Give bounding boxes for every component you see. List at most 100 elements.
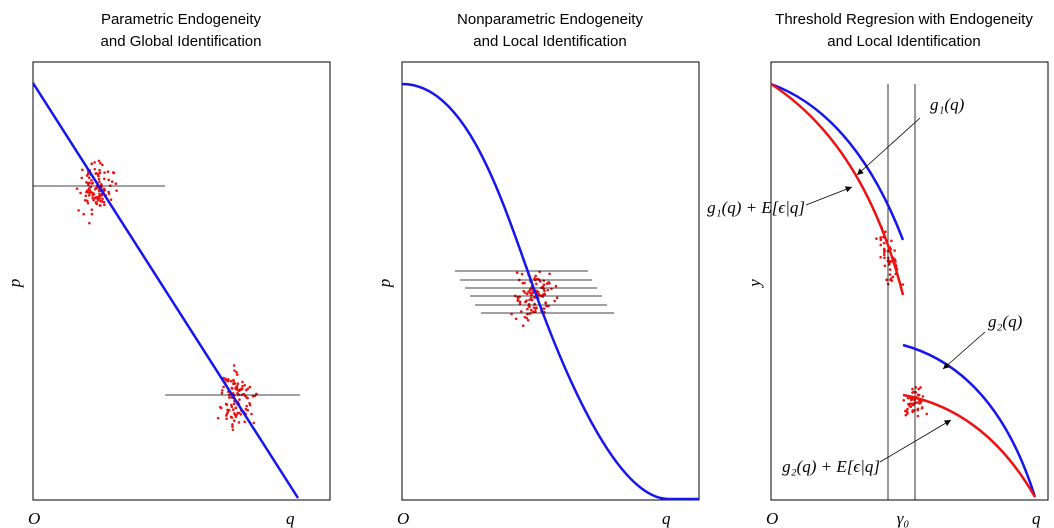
point [912, 402, 915, 405]
point [527, 290, 530, 293]
point [235, 370, 238, 374]
point [243, 420, 247, 424]
panel-title: Nonparametric Endogeneity [457, 11, 643, 28]
point [523, 281, 526, 285]
point [87, 187, 91, 190]
point [250, 412, 253, 416]
point [553, 299, 556, 303]
arrow [879, 419, 952, 463]
point [883, 264, 887, 268]
point [920, 406, 924, 409]
point [241, 385, 244, 388]
point [904, 409, 907, 413]
point [91, 196, 94, 200]
annotation: g₁(q) + E[ϵ|q] [707, 198, 805, 217]
curve [902, 393, 1037, 498]
point [85, 190, 88, 194]
point [97, 177, 101, 181]
point [528, 312, 532, 315]
point [911, 409, 914, 412]
point [515, 271, 519, 275]
point [220, 389, 224, 392]
point [530, 298, 534, 302]
point [882, 241, 886, 245]
point [230, 387, 234, 390]
plot-frame [770, 61, 1049, 501]
point [523, 315, 527, 319]
point [917, 393, 921, 397]
point [251, 394, 255, 398]
arrow [805, 186, 853, 206]
point [542, 307, 546, 310]
point [531, 310, 535, 313]
point [879, 236, 882, 239]
point [545, 304, 548, 308]
point [554, 284, 558, 288]
annotation: g₁(q) [930, 95, 965, 114]
origin-label: O [28, 509, 40, 528]
point [514, 317, 518, 321]
point [534, 307, 537, 310]
point [529, 296, 533, 300]
point [102, 177, 106, 181]
point [235, 386, 239, 390]
point [97, 159, 101, 163]
point [882, 251, 886, 254]
origin-label: O [397, 509, 409, 528]
point [103, 188, 107, 192]
panel-title: Parametric Endogeneity [101, 11, 262, 28]
point [87, 194, 91, 197]
point [222, 385, 225, 389]
point [243, 383, 247, 387]
point [906, 396, 910, 400]
point [546, 288, 550, 292]
point [921, 395, 925, 398]
point [234, 406, 237, 410]
point [225, 403, 229, 406]
point [236, 382, 240, 386]
point [231, 423, 234, 426]
point [232, 364, 236, 367]
point [906, 407, 909, 411]
point [90, 179, 93, 182]
point [85, 181, 88, 184]
point [92, 198, 95, 202]
plot-frame [401, 61, 700, 501]
point [224, 414, 228, 417]
arrow [942, 331, 986, 370]
point [96, 198, 100, 202]
x-axis-label: q [662, 509, 671, 528]
point [534, 309, 537, 313]
point [888, 268, 892, 271]
point [234, 415, 238, 419]
point [99, 204, 102, 207]
point [882, 253, 886, 257]
point [245, 396, 248, 399]
point [81, 168, 84, 172]
point [99, 161, 102, 165]
point [528, 298, 531, 302]
point [94, 201, 98, 205]
point [98, 180, 101, 184]
point [231, 428, 235, 431]
point [103, 171, 106, 174]
point [232, 379, 235, 383]
point [925, 412, 929, 416]
annotation: g₂(q) [988, 312, 1023, 331]
point [879, 238, 883, 242]
point [94, 186, 98, 190]
curve [770, 82, 905, 296]
point [229, 379, 233, 383]
point [88, 221, 91, 225]
point [229, 415, 233, 419]
point [87, 176, 91, 179]
point [90, 212, 94, 216]
point [891, 275, 895, 279]
point [235, 384, 239, 388]
point [237, 389, 241, 393]
point [884, 230, 887, 234]
annotation: g₂(q) + E[ϵ|q] [782, 457, 880, 476]
point [904, 413, 908, 417]
point [919, 401, 922, 404]
arrow [856, 117, 921, 176]
